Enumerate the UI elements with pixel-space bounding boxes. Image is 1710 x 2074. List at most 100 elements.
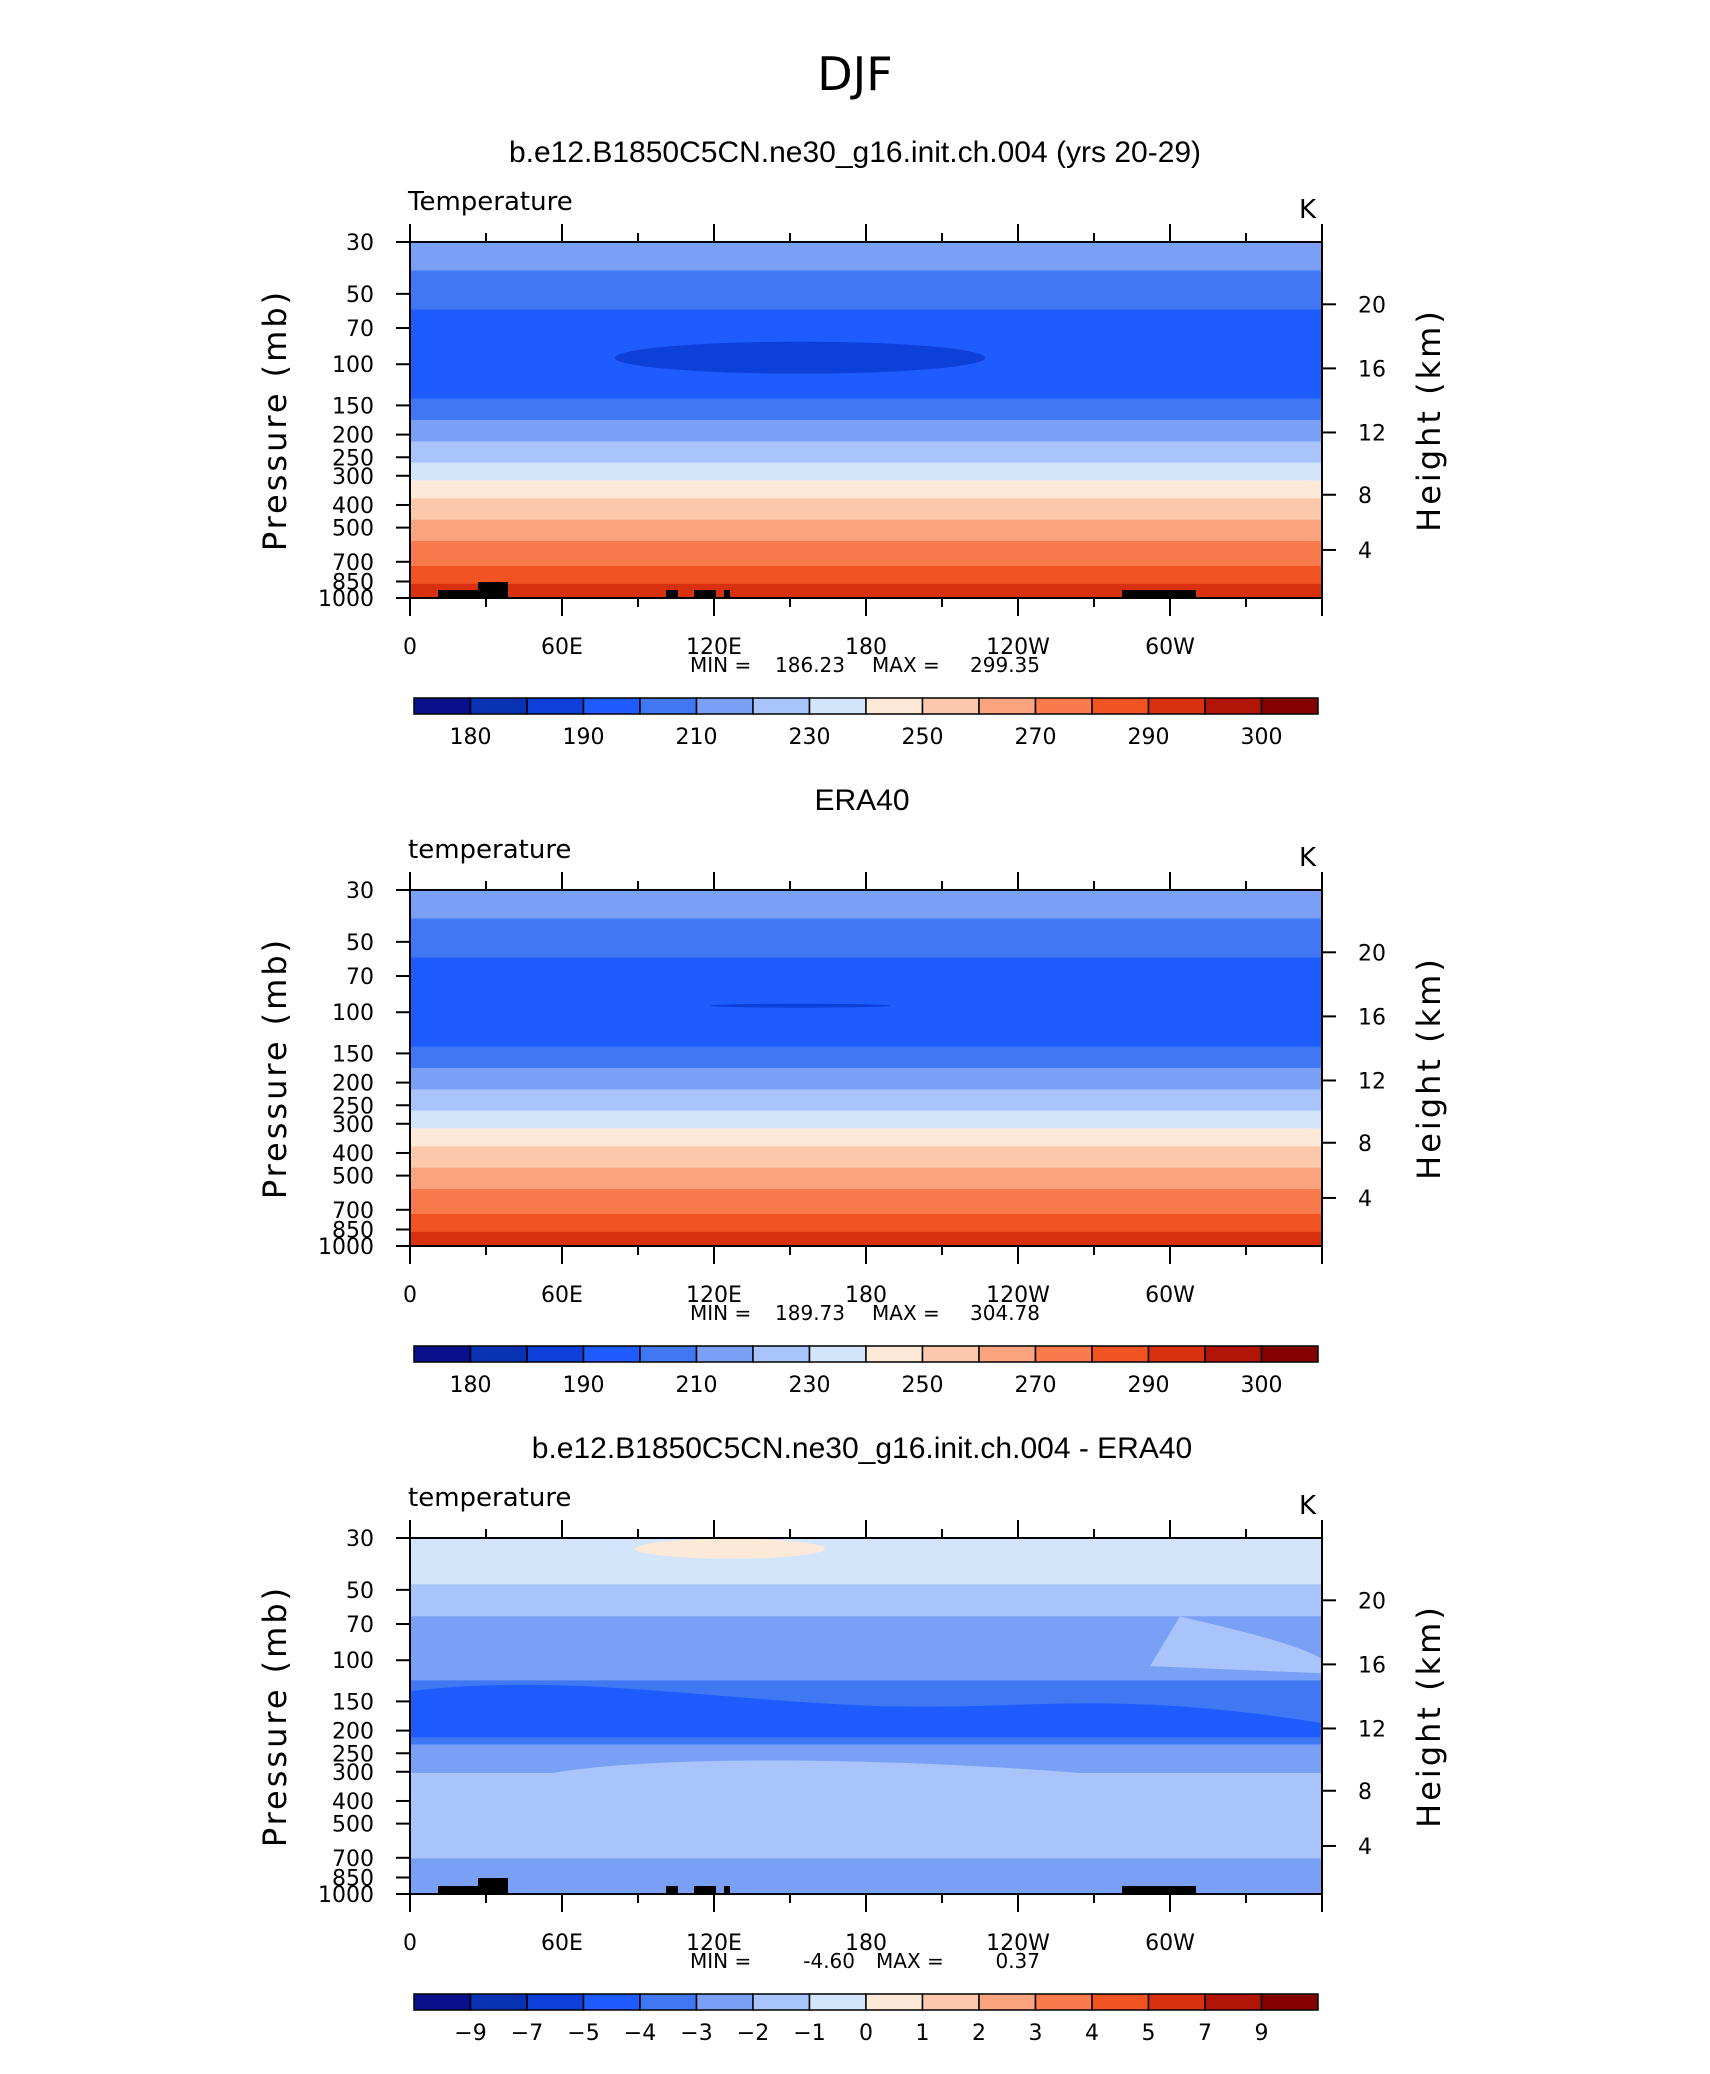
panel-2-title: ERA40 <box>814 784 909 817</box>
colorbar-swatch <box>752 1345 811 1363</box>
y-tick-right-label: 4 <box>1358 539 1372 564</box>
contour-band <box>410 1128 1322 1147</box>
colorbar-label: 230 <box>789 1373 831 1398</box>
topography <box>478 582 508 598</box>
panel-1-min-value: 186.23 <box>775 653 845 677</box>
colorbar-swatch <box>921 697 980 715</box>
y-tick-label: 200 <box>332 1720 374 1745</box>
y-tick-label: 100 <box>332 353 374 378</box>
y-tick-label: 30 <box>346 879 374 904</box>
colorbar-swatch <box>413 1345 472 1363</box>
contour-band <box>635 1538 825 1559</box>
colorbar-swatch <box>1034 1993 1093 2011</box>
panel-1-max-label: MAX = <box>872 653 940 677</box>
panel-2-max-value: 304.78 <box>970 1301 1040 1325</box>
panel-2-units: K <box>1299 843 1317 873</box>
colorbar-swatch <box>978 1993 1037 2011</box>
panel-3: b.e12.B1850C5CN.ne30_g16.init.ch.004 - E… <box>256 1432 1448 2046</box>
colorbar-label: −5 <box>567 2021 599 2046</box>
panel-3-ylabel: Pressure (mb) <box>256 1585 294 1847</box>
panel-2-ylabel-right: Height (km) <box>1410 956 1448 1180</box>
figure-title: DJF <box>817 47 892 101</box>
x-tick-label: 0 <box>403 1931 417 1956</box>
contour-band <box>410 270 1322 311</box>
x-tick-label: 60W <box>1145 1931 1195 1956</box>
contour-band <box>410 957 1322 1048</box>
colorbar-label: 290 <box>1128 1373 1170 1398</box>
y-tick-right-label: 12 <box>1358 1069 1386 1094</box>
colorbar-swatch <box>1204 1993 1263 2011</box>
colorbar-label: 2 <box>972 2021 986 2046</box>
colorbar-label: 190 <box>563 1373 605 1398</box>
y-tick-right-label: 12 <box>1358 1717 1386 1742</box>
y-tick-label: 700 <box>332 1199 374 1224</box>
colorbar-label: 270 <box>1015 1373 1057 1398</box>
x-tick-label: 60W <box>1145 1283 1195 1308</box>
topography <box>478 1878 508 1894</box>
y-tick-label: 700 <box>332 551 374 576</box>
colorbar-label: 7 <box>1198 2021 1212 2046</box>
colorbar-label: 270 <box>1015 725 1057 750</box>
colorbar-swatch <box>752 697 811 715</box>
panel-2-ylabel: Pressure (mb) <box>256 937 294 1199</box>
colorbar-label: 1 <box>916 2021 930 2046</box>
panel-1: b.e12.B1850C5CN.ne30_g16.init.ch.004 (yr… <box>256 136 1448 750</box>
y-tick-label: 850 <box>332 1219 374 1244</box>
contour-band <box>1150 1616 1322 1674</box>
y-tick-right-label: 4 <box>1358 1187 1372 1212</box>
colorbar-label: 300 <box>1241 1373 1283 1398</box>
x-tick-label: 120E <box>686 1931 742 1956</box>
colorbar-swatch <box>865 1345 924 1363</box>
panel-3-units: K <box>1299 1491 1317 1521</box>
colorbar-label: 290 <box>1128 725 1170 750</box>
panel-1-variable: Temperature <box>407 187 573 217</box>
colorbar-swatch <box>865 697 924 715</box>
y-tick-right-label: 8 <box>1358 1132 1372 1157</box>
colorbar-swatch <box>695 697 754 715</box>
colorbar-swatch <box>1091 1993 1150 2011</box>
contour-minimum <box>710 1003 890 1008</box>
colorbar-swatch <box>582 1993 641 2011</box>
y-tick-label: 250 <box>332 446 374 471</box>
colorbar-swatch <box>1147 697 1206 715</box>
topography <box>1122 1886 1196 1894</box>
colorbar-swatch <box>413 1993 472 2011</box>
colorbar-label: −1 <box>793 2021 825 2046</box>
topography <box>1122 590 1196 598</box>
colorbar-swatch <box>469 697 528 715</box>
y-tick-right-label: 16 <box>1358 357 1386 382</box>
y-tick-label: 70 <box>346 965 374 990</box>
topography <box>438 1886 478 1894</box>
colorbar-swatch <box>1147 1993 1206 2011</box>
panel-2-min-label: MIN = <box>690 1301 751 1325</box>
contour-band <box>410 1089 1322 1112</box>
contour-band <box>410 498 1322 521</box>
y-tick-right-label: 16 <box>1358 1653 1386 1678</box>
colorbar-swatch <box>526 1993 585 2011</box>
topography <box>666 1886 678 1894</box>
y-tick-right-label: 16 <box>1358 1005 1386 1030</box>
y-tick-label: 150 <box>332 1042 374 1067</box>
colorbar-label: 190 <box>563 725 605 750</box>
panel-2-minmax: MIN = 189.73 MAX = 304.78 <box>690 1301 1040 1325</box>
x-tick-label: 120W <box>986 635 1050 660</box>
y-tick-label: 250 <box>332 1742 374 1767</box>
y-tick-label: 150 <box>332 1690 374 1715</box>
colorbar-label: −4 <box>624 2021 656 2046</box>
contour-band <box>410 541 1322 567</box>
panel-1-title: b.e12.B1850C5CN.ne30_g16.init.ch.004 (yr… <box>509 136 1201 169</box>
x-tick-label: 60E <box>541 635 583 660</box>
y-tick-right-label: 8 <box>1358 1780 1372 1805</box>
panel-2-min-value: 189.73 <box>775 1301 845 1325</box>
x-tick-label: 120W <box>986 1931 1050 1956</box>
y-tick-label: 850 <box>332 1867 374 1892</box>
contour-band <box>410 1146 1322 1169</box>
panel-3-title: b.e12.B1850C5CN.ne30_g16.init.ch.004 - E… <box>532 1432 1192 1465</box>
contour-band <box>516 1760 1085 1838</box>
topography <box>694 590 716 598</box>
x-tick-label: 180 <box>845 1283 887 1308</box>
colorbar-swatch <box>639 697 698 715</box>
contour-band <box>410 462 1322 482</box>
